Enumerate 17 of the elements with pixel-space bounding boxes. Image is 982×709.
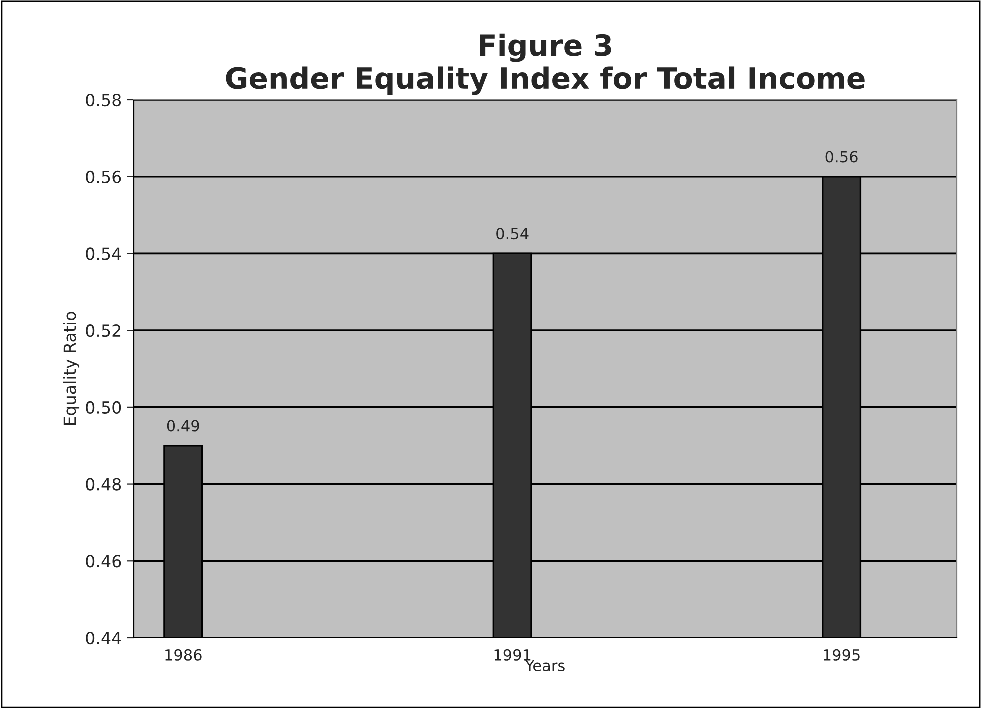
y-tick-label: 0.54: [86, 248, 122, 260]
x-tick-label: 1986: [166, 649, 202, 661]
data-label: 0.49: [167, 420, 200, 432]
data-label: 0.54: [496, 228, 529, 240]
y-tick-label: 0.52: [86, 324, 121, 338]
y-axis-title: Equality Ratio: [63, 312, 80, 426]
chart-title: Figure 3 Gender Equality Index for Total Income: [226, 34, 865, 96]
y-tick-label: 0.50: [86, 401, 122, 414]
x-tick-label: 1995: [824, 649, 860, 661]
y-tick-label: 0.58: [86, 94, 122, 107]
data-label: 0.56: [826, 151, 858, 163]
x-axis-title: Years: [525, 660, 565, 672]
y-tick-label: 0.56: [86, 170, 122, 184]
x-tick-label: 1991: [494, 649, 531, 661]
y-tick-label: 0.48: [86, 478, 122, 491]
y-tick-label: 0.44: [86, 632, 122, 645]
y-tick-label: 0.46: [86, 555, 122, 568]
